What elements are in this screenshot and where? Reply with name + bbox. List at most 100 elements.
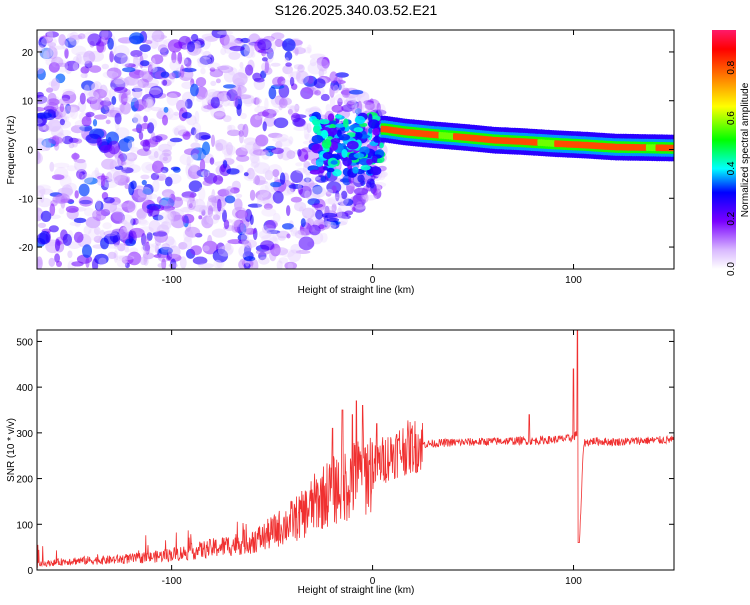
heatmap-cell xyxy=(297,64,305,73)
heatmap-cell xyxy=(226,168,240,175)
heatmap-cell xyxy=(37,68,46,81)
heatmap-cell xyxy=(263,67,273,75)
heatmap-cell xyxy=(334,114,343,119)
heatmap-cell xyxy=(189,192,195,204)
heatmap-cell xyxy=(294,201,307,212)
heatmap-cell xyxy=(95,210,104,216)
heatmap-cell xyxy=(363,100,374,105)
x-tick-label: 0 xyxy=(370,275,376,286)
heatmap-cell xyxy=(181,67,197,73)
heatmap-cell xyxy=(84,177,98,185)
heatmap-cell xyxy=(232,72,248,86)
heatmap-cell xyxy=(376,102,381,113)
heatmap-cell xyxy=(94,167,100,178)
heatmap-cell xyxy=(292,47,306,55)
heatmap-cell xyxy=(209,196,226,202)
heatmap-cell xyxy=(357,174,365,183)
heatmap-cell xyxy=(71,45,87,56)
heatmap-cell xyxy=(303,126,310,140)
heatmap-cell xyxy=(296,70,309,85)
heatmap-cell xyxy=(253,162,270,175)
heatmap-cell xyxy=(258,256,270,265)
heatmap-cell xyxy=(140,243,157,254)
heatmap-cell xyxy=(122,67,136,73)
heatmap-cell xyxy=(159,152,172,164)
heatmap-cell xyxy=(84,60,93,69)
heatmap-cell xyxy=(82,244,92,258)
heatmap-cell xyxy=(161,189,175,198)
heatmap-cell xyxy=(229,45,245,52)
heatmap-cell xyxy=(240,144,255,152)
heatmap-cell xyxy=(38,37,47,48)
heatmap-cell xyxy=(148,220,161,233)
heatmap-cell xyxy=(145,39,153,45)
heatmap-cell xyxy=(231,218,241,227)
heatmap-cell xyxy=(229,40,245,48)
heatmap-cell xyxy=(137,186,152,198)
heatmap-cell xyxy=(284,51,293,61)
heatmap-cell xyxy=(338,134,351,141)
heatmap-cell xyxy=(312,184,323,195)
heatmap-cell xyxy=(335,72,349,78)
heatmap-cell xyxy=(64,103,72,114)
heatmap-cell xyxy=(105,119,111,125)
heatmap-cell xyxy=(145,241,150,255)
heatmap-cell xyxy=(333,84,339,94)
ridge-cell xyxy=(428,131,432,138)
heatmap-cell xyxy=(138,219,149,226)
heatmap-cell xyxy=(210,80,217,86)
heatmap-cell xyxy=(329,71,338,84)
heatmap-cell xyxy=(272,212,281,223)
heatmap-cell xyxy=(207,195,217,203)
heatmap-cell xyxy=(113,45,130,58)
heatmap-cell xyxy=(226,124,233,132)
heatmap-cell xyxy=(62,40,69,51)
heatmap-cell xyxy=(148,78,160,87)
heatmap-cell xyxy=(145,195,153,202)
heatmap-cell xyxy=(254,175,260,186)
heatmap-cell xyxy=(322,205,335,216)
heatmap-cell xyxy=(75,56,90,65)
heatmap-cell xyxy=(215,142,224,152)
y-tick-label: -20 xyxy=(19,243,34,254)
heatmap-cell xyxy=(255,96,261,108)
heatmap-cell xyxy=(151,106,162,112)
heatmap-cell xyxy=(298,236,315,251)
heatmap-cell xyxy=(149,87,162,96)
heatmap-cell xyxy=(326,221,337,230)
heatmap-cell xyxy=(48,62,60,73)
heatmap-cell xyxy=(243,172,249,177)
heatmap-cell xyxy=(186,61,192,69)
heatmap-cell xyxy=(190,83,199,97)
heatmap-cell xyxy=(124,247,130,253)
heatmap-cell xyxy=(323,221,332,226)
heatmap-cell xyxy=(150,132,156,145)
y-tick-label: 300 xyxy=(16,429,33,440)
heatmap-cell xyxy=(139,68,149,80)
heatmap-cell xyxy=(315,158,324,167)
heatmap-cell xyxy=(290,243,302,254)
heatmap-cell xyxy=(134,99,148,110)
heatmap-cell xyxy=(37,185,46,197)
heatmap-cell xyxy=(306,123,312,133)
heatmap-cell xyxy=(270,147,284,154)
heatmap-cell xyxy=(279,97,292,106)
heatmap-cell xyxy=(170,208,185,221)
heatmap-cell xyxy=(101,158,117,170)
heatmap-cell xyxy=(179,256,187,269)
heatmap-cell xyxy=(118,103,126,111)
heatmap-cell xyxy=(166,91,181,98)
heatmap-cell xyxy=(171,70,182,79)
heatmap-cell xyxy=(326,217,340,222)
heatmap-cell xyxy=(189,163,198,173)
heatmap-cell xyxy=(133,113,142,124)
heatmap-cell xyxy=(192,256,208,265)
heatmap-cell xyxy=(258,251,267,261)
heatmap-cell xyxy=(125,176,131,183)
heatmap-cell xyxy=(243,96,254,107)
heatmap-cell xyxy=(198,205,213,216)
heatmap-cell xyxy=(144,85,149,94)
heatmap-cell xyxy=(223,219,230,230)
heatmap-cell xyxy=(334,194,343,199)
heatmap-cell xyxy=(98,257,107,265)
